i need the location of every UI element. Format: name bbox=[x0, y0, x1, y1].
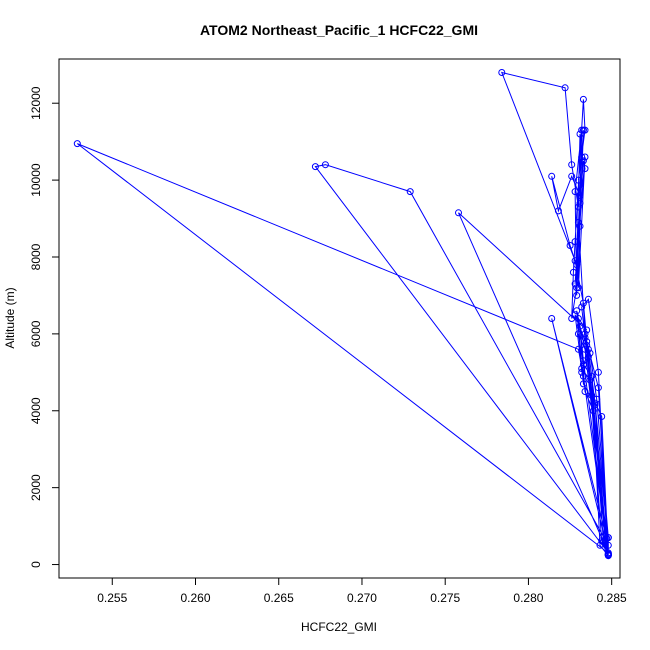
data-point bbox=[568, 315, 576, 322]
data-point bbox=[589, 407, 597, 415]
data-point bbox=[581, 345, 589, 353]
y-axis-label: Altitude (m) bbox=[3, 287, 17, 348]
data-point bbox=[583, 341, 591, 349]
data-point bbox=[573, 291, 581, 299]
series-points bbox=[73, 69, 612, 560]
data-point bbox=[576, 192, 584, 199]
data-point bbox=[594, 384, 602, 392]
data-point bbox=[579, 157, 587, 165]
data-point bbox=[576, 199, 584, 207]
data-point bbox=[578, 365, 586, 372]
data-point bbox=[596, 541, 604, 549]
plot-frame bbox=[58, 58, 621, 579]
x-tick-label: 0.285 bbox=[597, 591, 627, 605]
data-point bbox=[498, 69, 506, 76]
data-point bbox=[586, 376, 594, 384]
x-tick-label: 0.280 bbox=[513, 591, 543, 605]
data-point bbox=[554, 207, 562, 215]
data-point bbox=[571, 257, 579, 265]
data-point bbox=[73, 140, 81, 148]
data-point bbox=[573, 307, 581, 315]
data-point bbox=[574, 345, 582, 353]
data-point bbox=[574, 203, 582, 211]
data-point bbox=[548, 315, 556, 322]
data-point bbox=[561, 84, 569, 92]
y-tick-label: 0 bbox=[29, 561, 43, 568]
data-point bbox=[574, 176, 582, 184]
data-point bbox=[604, 534, 612, 542]
data-point bbox=[574, 315, 582, 322]
data-point bbox=[583, 338, 591, 346]
data-point bbox=[581, 165, 589, 173]
data-point bbox=[571, 238, 579, 246]
data-point bbox=[579, 95, 587, 103]
data-point bbox=[569, 268, 577, 276]
x-tick-label: 0.260 bbox=[180, 591, 210, 605]
data-point bbox=[566, 242, 574, 249]
x-tick-label: 0.265 bbox=[264, 591, 294, 605]
data-point bbox=[573, 261, 581, 269]
x-axis: 0.255 0.260 0.265 0.270 0.275 0.280 0.285 bbox=[97, 577, 627, 605]
data-point bbox=[581, 388, 589, 395]
data-point bbox=[576, 130, 584, 138]
data-point bbox=[581, 153, 589, 161]
data-point bbox=[604, 549, 612, 557]
data-point bbox=[578, 368, 586, 376]
data-point bbox=[584, 345, 592, 353]
data-point bbox=[578, 153, 586, 161]
data-point bbox=[311, 163, 319, 171]
series-path bbox=[76, 71, 609, 558]
data-point bbox=[604, 541, 612, 549]
y-tick-label: 12000 bbox=[29, 86, 43, 120]
data-point bbox=[576, 322, 584, 330]
data-point bbox=[584, 295, 592, 303]
data-point bbox=[455, 209, 462, 217]
data-point bbox=[579, 299, 587, 307]
y-tick-label: 10000 bbox=[29, 163, 43, 197]
data-point bbox=[574, 330, 582, 338]
data-point bbox=[588, 391, 596, 399]
data-point bbox=[573, 284, 581, 292]
data-point bbox=[579, 372, 587, 380]
data-point bbox=[598, 413, 606, 420]
data-point bbox=[588, 372, 596, 380]
data-point bbox=[581, 126, 589, 134]
x-tick-label: 0.275 bbox=[430, 591, 460, 605]
data-point bbox=[579, 357, 587, 365]
data-point bbox=[321, 161, 329, 169]
y-tick-label: 4000 bbox=[29, 397, 43, 424]
data-point bbox=[568, 172, 576, 180]
data-point bbox=[579, 380, 587, 388]
data-point bbox=[578, 303, 586, 311]
y-tick-label: 8000 bbox=[29, 243, 43, 270]
x-tick-label: 0.270 bbox=[347, 591, 377, 605]
data-point bbox=[594, 368, 602, 376]
data-point bbox=[581, 334, 589, 342]
data-point bbox=[548, 172, 556, 180]
data-point bbox=[583, 326, 591, 334]
data-point bbox=[581, 330, 589, 338]
data-point bbox=[568, 161, 576, 169]
y-tick-label: 2000 bbox=[29, 474, 43, 501]
data-point bbox=[576, 222, 584, 230]
data-point bbox=[584, 353, 592, 361]
data-point bbox=[591, 399, 599, 407]
data-point bbox=[586, 349, 594, 357]
y-axis: 0 2000 4000 6000 8000 10000 12000 bbox=[29, 86, 60, 568]
data-point bbox=[571, 188, 579, 196]
x-tick-label: 0.255 bbox=[97, 591, 127, 605]
series-line bbox=[76, 71, 609, 558]
data-point bbox=[574, 218, 582, 226]
data-point bbox=[604, 551, 612, 559]
data-point bbox=[406, 188, 414, 196]
chart-title: ATOM2 Northeast_Pacific_1 HCFC22_GMI bbox=[200, 22, 478, 38]
data-point bbox=[579, 361, 587, 369]
x-axis-label: HCFC22_GMI bbox=[301, 620, 377, 634]
y-tick-label: 6000 bbox=[29, 320, 43, 347]
